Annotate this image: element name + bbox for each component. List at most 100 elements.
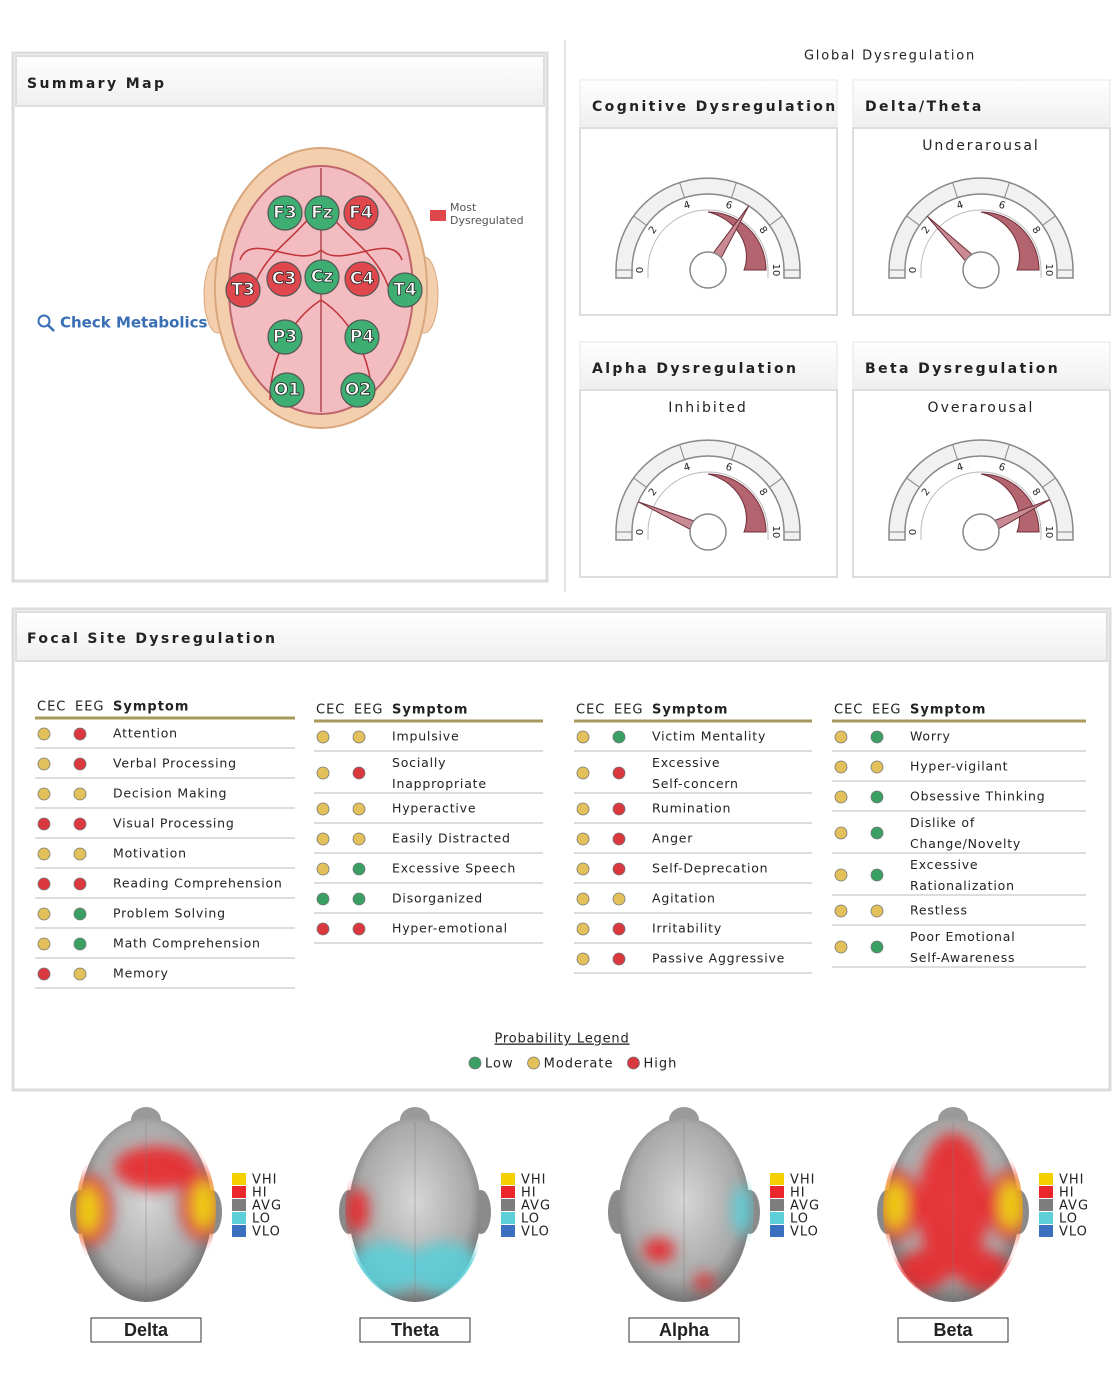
gauge-tick-label: 0 [908,267,919,273]
symptom: Passive Aggressive [652,951,785,966]
map-label-box [628,1317,740,1343]
summary-header [15,55,545,107]
legend-swatch [232,1186,246,1198]
gauge-tick-label: 2 [647,487,660,499]
gauge-tick-label: 4 [955,462,964,474]
cec-dot [576,892,590,906]
legend-dot [527,1056,541,1070]
column-header: EEG [614,703,644,718]
legend-label: LO [521,1212,540,1227]
eeg-dot [73,727,87,741]
gauge-tick-label: 8 [756,487,769,499]
gauge-zone [980,211,1040,271]
electrode [266,261,302,297]
gauge-zone [707,473,767,533]
column-header: Symptom [652,703,728,718]
legend-swatch [232,1212,246,1224]
legend-swatch [770,1199,784,1211]
symptom: Problem Solving [113,906,226,921]
search-icon[interactable] [37,314,51,328]
map-label: Delta [124,1320,169,1340]
legend-swatch [430,210,446,221]
legend-label: AVG [790,1199,820,1214]
cec-dot [37,757,51,771]
check-metabolics-link[interactable]: Check Metabolics [60,314,208,332]
gauge-tick [906,477,920,488]
legend-swatch [770,1212,784,1224]
cec-dot [576,802,590,816]
legend-label: AVG [521,1199,551,1214]
legend-label: LO [790,1212,809,1227]
electrode-label: T4 [393,280,417,300]
eeg-dot [612,832,626,846]
eeg-dot [352,922,366,936]
focal-title: Focal Site Dysregulation [27,631,277,647]
heat-blob [883,1181,907,1229]
symptom: Irritability [652,921,722,936]
gauge-tick-label: 6 [724,200,733,212]
column-header: CEC [37,700,66,715]
gauge-inner-arc [920,209,1042,278]
column-header: Symptom [910,703,986,718]
symptom: Reading Comprehension [113,876,283,891]
heat-blob [732,1185,752,1235]
cec-dot [576,952,590,966]
eeg-dot [870,730,884,744]
gauge-tick [731,182,737,198]
cec-dot [37,937,51,951]
legend-dot [468,1056,482,1070]
gauge-tick-label: 10 [770,526,781,539]
eeg-dot [870,760,884,774]
column-header: EEG [354,703,384,718]
eeg-dot [870,904,884,918]
gauge-tick-label: 0 [908,529,919,535]
legend-label: VLO [790,1225,819,1240]
gauge-hub [962,513,1000,551]
map-label: Alpha [659,1320,710,1340]
gauge-hub [689,513,727,551]
legend-label: VLO [1059,1225,1088,1240]
legend-label: VHI [790,1173,816,1188]
legend-label: VHI [252,1173,278,1188]
cec-dot [316,922,330,936]
cec-dot [576,730,590,744]
column-header: CEC [316,703,345,718]
gauge-tick [906,215,920,226]
cec-dot [316,766,330,780]
cec-dot [576,862,590,876]
legend-swatch [1039,1199,1053,1211]
gauge-title: Delta/Theta [865,99,984,115]
legend-label: VLO [252,1225,281,1240]
legend-label: VHI [1059,1173,1085,1188]
legend-label: Low [485,1057,514,1072]
gauge-tick-label: 2 [647,225,660,237]
electrode [267,319,303,355]
cec-dot [316,892,330,906]
gauge-inner-arc [647,209,769,278]
heat-layer [76,1146,216,1245]
cec-dot [834,760,848,774]
legend-label: Moderate [544,1057,614,1072]
summary-title: Summary Map [27,76,166,92]
legend-title: Probability Legend [494,1032,629,1047]
symptom: Decision Making [113,786,227,801]
electrode [225,272,261,308]
legend-swatch [770,1186,784,1198]
gauge-tick-label: 6 [997,200,1006,212]
gauge-hub [962,251,1000,289]
check-metabolics[interactable]: Check Metabolics [37,314,208,332]
legend-label: AVG [1059,1199,1089,1214]
electrode-label: O1 [274,380,300,400]
symptom: Math Comprehension [113,936,261,951]
eeg-dot [73,907,87,921]
map-label-box [90,1317,202,1343]
symptom: Easily Distracted [392,831,511,846]
gauge-title: Beta Dysregulation [865,361,1060,377]
cec-dot [576,766,590,780]
search-icon-handle[interactable] [47,324,55,332]
legend-swatch [1039,1225,1053,1237]
heat-blob [957,1250,1009,1290]
